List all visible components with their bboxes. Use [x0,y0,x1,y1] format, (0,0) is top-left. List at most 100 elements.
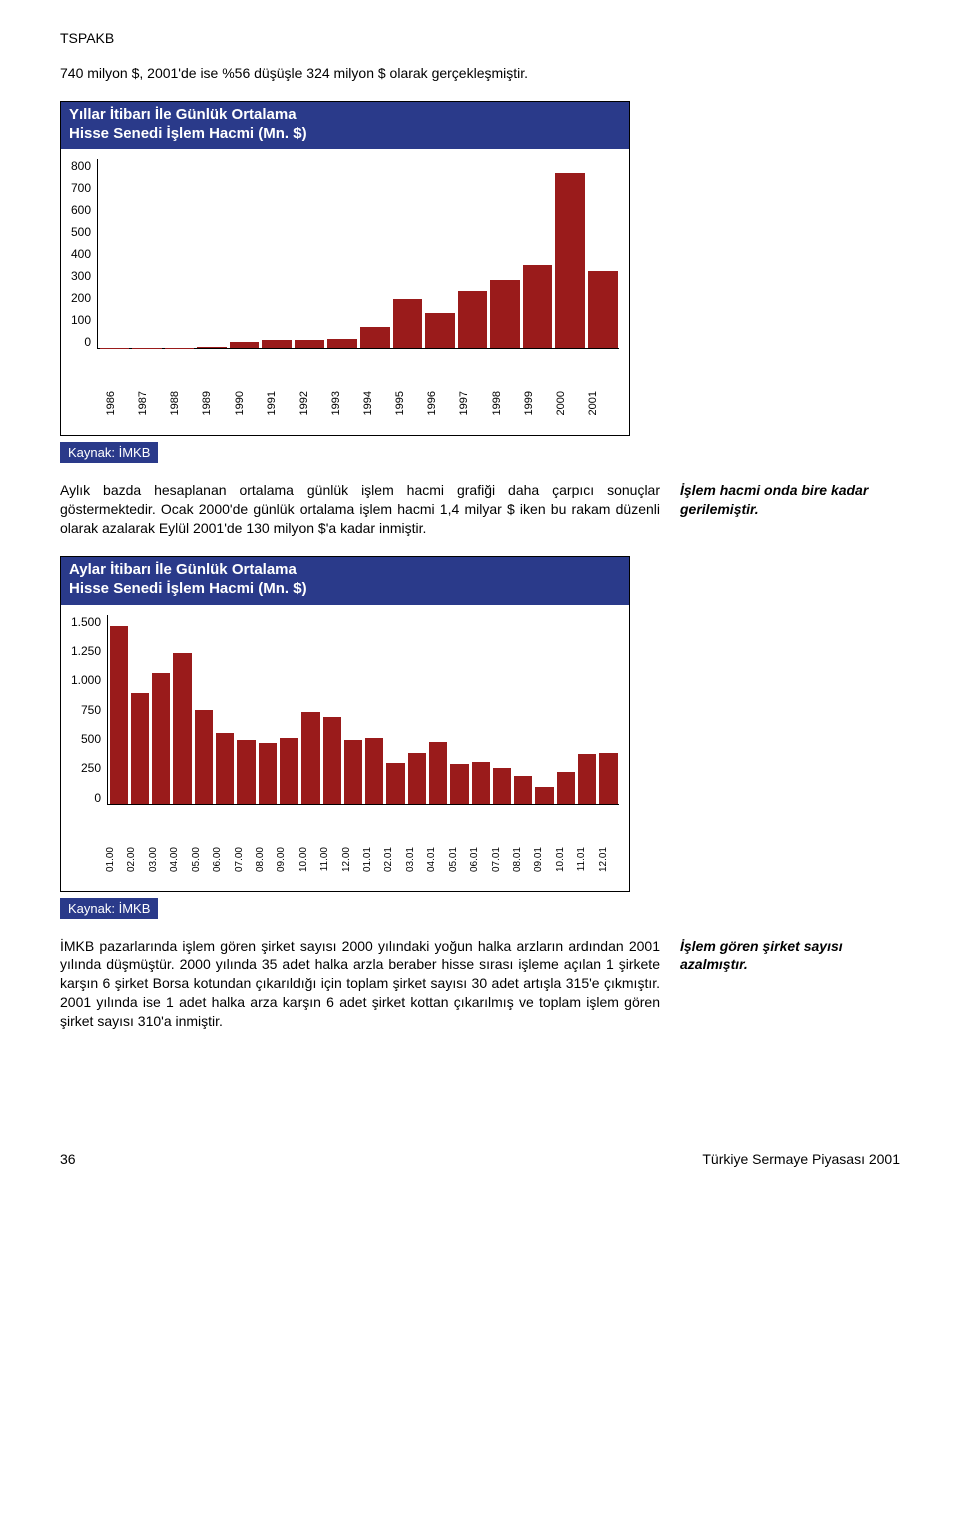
bar [523,265,553,348]
chart1-bars [97,159,619,349]
x-tick: 01.00 [105,847,126,872]
bar [472,762,490,804]
x-tick: 09.00 [276,847,297,872]
bar [393,299,423,349]
x-tick: 1989 [201,391,233,415]
bar [295,340,325,348]
bar [493,768,511,803]
x-tick: 1990 [234,391,266,415]
y-tick: 1.500 [71,615,101,629]
x-tick: 1993 [330,391,362,415]
x-tick: 07.01 [491,847,512,872]
x-tick: 1987 [137,391,169,415]
bar [450,764,468,803]
bar [262,340,292,348]
bar [344,740,362,803]
bar [365,738,383,804]
x-tick: 04.01 [426,847,447,872]
bar [301,712,319,803]
y-tick: 300 [71,269,91,283]
y-tick: 400 [71,247,91,261]
x-tick: 1986 [105,391,137,415]
y-tick: 1.000 [71,673,101,687]
intro-paragraph: 740 milyon $, 2001'de ise %56 düşüşle 32… [60,64,660,83]
x-tick: 2000 [555,391,587,415]
x-tick: 2001 [587,391,619,415]
bar [425,313,455,349]
y-tick: 600 [71,203,91,217]
bar [131,693,149,803]
footer-title: Türkiye Sermaye Piyasası 2001 [702,1151,900,1167]
y-tick: 250 [81,761,101,775]
x-tick: 09.01 [533,847,554,872]
y-tick: 500 [81,732,101,746]
y-tick: 200 [71,291,91,305]
bar [555,173,585,349]
x-tick: 08.01 [512,847,533,872]
bar [152,673,170,803]
bar [490,280,520,349]
x-tick: 02.01 [383,847,404,872]
chart-annual-volume: Yıllar İtibarı İle Günlük Ortalama Hisse… [60,101,630,437]
x-tick: 01.01 [362,847,383,872]
y-tick: 800 [71,159,91,173]
sidenote-1: İşlem hacmi onda bire kadar gerilemiştir… [680,481,900,517]
bar [535,787,553,803]
bar [360,327,390,348]
x-tick: 1991 [266,391,298,415]
x-tick: 1994 [362,391,394,415]
chart1-title: Yıllar İtibarı İle Günlük Ortalama Hisse… [61,102,629,150]
chart1-source: Kaynak: İMKB [60,442,158,463]
chart2-title-line1: Aylar İtibarı İle Günlük Ortalama [69,561,297,578]
bar [557,772,575,804]
chart1-title-line2: Hisse Senedi İşlem Hacmi (Mn. $) [69,125,307,142]
bar [230,342,260,348]
chart1-x-axis: 1986198719881989199019911992199319941995… [61,391,629,435]
bar [578,754,596,803]
chart1-title-line1: Yıllar İtibarı İle Günlük Ortalama [69,106,297,123]
x-tick: 05.00 [191,847,212,872]
bar [195,710,213,804]
sidenote-2: İşlem gören şirket sayısı azalmıştır. [680,937,900,973]
x-tick: 1996 [426,391,458,415]
y-tick: 500 [71,225,91,239]
bar [429,742,447,804]
chart2-x-axis: 01.0002.0003.0004.0005.0006.0007.0008.00… [61,847,629,891]
paragraph-2: İMKB pazarlarında işlem gören şirket say… [60,937,660,1031]
chart1-y-axis: 8007006005004003002001000 [71,159,97,349]
bar [216,733,234,804]
x-tick: 1997 [458,391,490,415]
y-tick: 100 [71,313,91,327]
bar [132,348,162,349]
bar [237,740,255,803]
x-tick: 03.01 [405,847,426,872]
bar [386,763,404,804]
x-tick: 11.00 [319,847,340,871]
y-tick: 1.250 [71,644,101,658]
bar [173,653,191,804]
bar [599,753,617,804]
bar [197,347,227,348]
chart2-title-line2: Hisse Senedi İşlem Hacmi (Mn. $) [69,580,307,597]
x-tick: 07.00 [234,847,255,872]
x-tick: 06.01 [469,847,490,872]
chart-monthly-volume: Aylar İtibarı İle Günlük Ortalama Hisse … [60,556,630,892]
x-tick: 12.01 [598,847,619,872]
y-tick: 750 [81,703,101,717]
x-tick: 08.00 [255,847,276,872]
x-tick: 05.01 [448,847,469,872]
chart2-y-axis: 1.500 1.250 1.000 750 500 250 0 [71,615,107,805]
x-tick: 1988 [169,391,201,415]
bar [588,271,618,348]
y-tick: 0 [94,791,101,805]
x-tick: 03.00 [148,847,169,872]
x-tick: 10.00 [298,847,319,872]
x-tick: 1995 [394,391,426,415]
x-tick: 06.00 [212,847,233,872]
x-tick: 10.01 [555,847,576,872]
x-tick: 1992 [298,391,330,415]
bar [259,743,277,804]
page-header: TSPAKB [60,30,900,46]
y-tick: 0 [84,335,91,349]
page-number: 36 [60,1151,76,1167]
